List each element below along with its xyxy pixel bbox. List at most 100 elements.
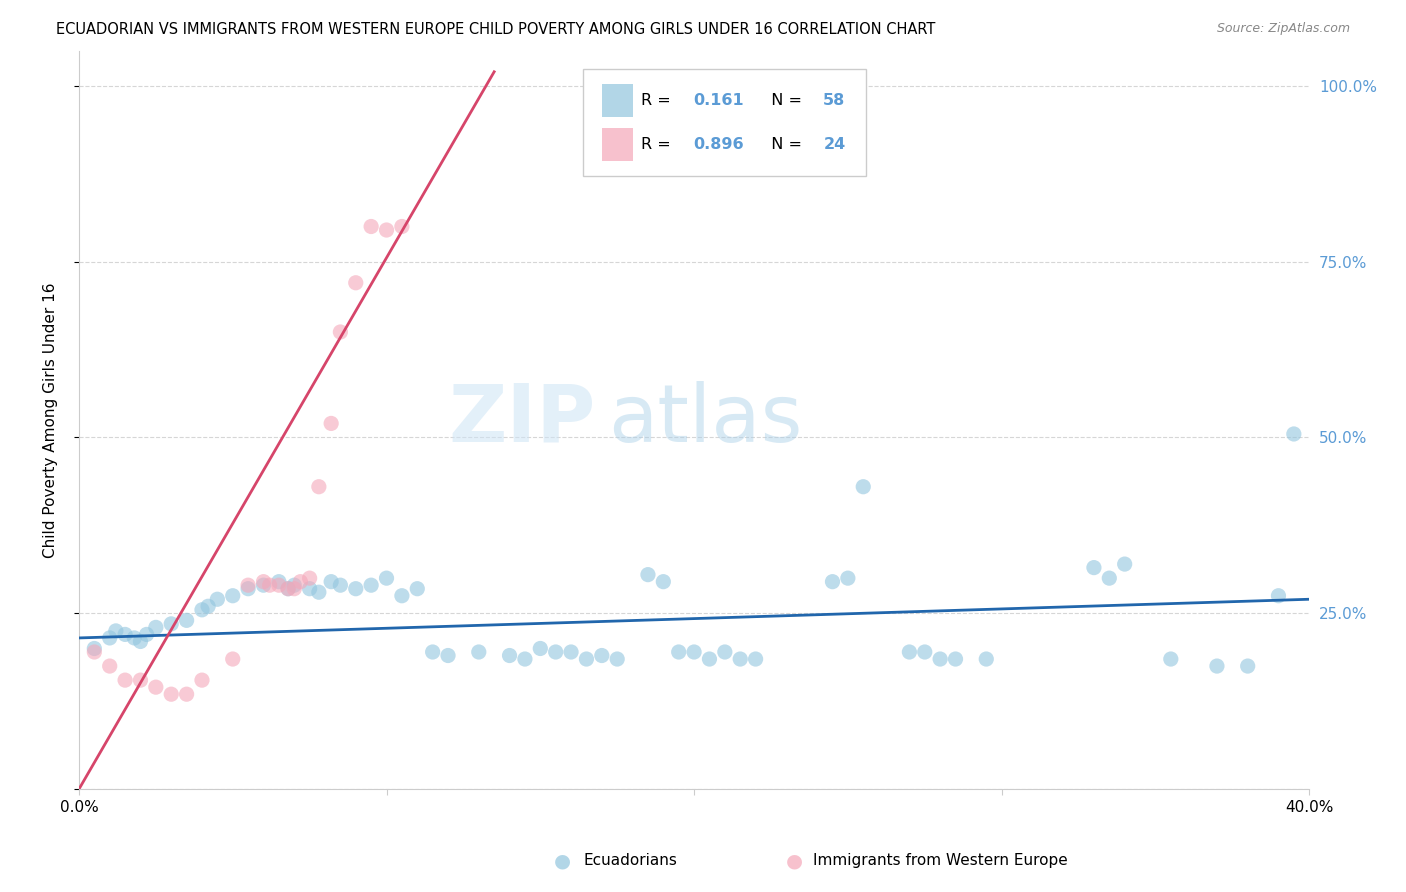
- Text: 0.161: 0.161: [693, 94, 744, 108]
- Point: [821, 574, 844, 589]
- Point: [1267, 589, 1289, 603]
- Text: N =: N =: [761, 137, 807, 153]
- Point: [391, 589, 413, 603]
- FancyBboxPatch shape: [602, 128, 633, 161]
- Point: [145, 680, 167, 694]
- Point: [252, 574, 274, 589]
- Point: [591, 648, 613, 663]
- Point: [321, 417, 343, 431]
- Text: Immigrants from Western Europe: Immigrants from Western Europe: [813, 854, 1067, 868]
- Point: [1282, 427, 1305, 442]
- Point: [329, 578, 352, 592]
- Point: [197, 599, 219, 614]
- Point: [498, 648, 520, 663]
- Point: [191, 603, 214, 617]
- Text: R =: R =: [641, 94, 676, 108]
- Point: [98, 659, 121, 673]
- Point: [898, 645, 921, 659]
- Point: [160, 616, 183, 631]
- Text: N =: N =: [761, 94, 807, 108]
- Point: [104, 624, 127, 638]
- Point: [267, 578, 290, 592]
- Point: [945, 652, 967, 666]
- Point: [929, 652, 952, 666]
- Point: [83, 645, 105, 659]
- Point: [652, 574, 675, 589]
- Point: [375, 223, 398, 237]
- Point: [699, 652, 721, 666]
- Point: [283, 578, 305, 592]
- Point: [406, 582, 429, 596]
- Point: [437, 648, 460, 663]
- Point: [145, 620, 167, 634]
- Point: [129, 634, 152, 648]
- Text: ●: ●: [554, 851, 571, 871]
- Point: [267, 574, 290, 589]
- Point: [308, 585, 330, 599]
- Text: Source: ZipAtlas.com: Source: ZipAtlas.com: [1216, 22, 1350, 36]
- Point: [1114, 557, 1136, 571]
- Text: ECUADORIAN VS IMMIGRANTS FROM WESTERN EUROPE CHILD POVERTY AMONG GIRLS UNDER 16 : ECUADORIAN VS IMMIGRANTS FROM WESTERN EU…: [56, 22, 935, 37]
- Text: 0.896: 0.896: [693, 137, 744, 153]
- Point: [277, 582, 299, 596]
- Text: atlas: atlas: [607, 381, 803, 458]
- Point: [114, 673, 136, 687]
- Point: [135, 627, 157, 641]
- Point: [728, 652, 751, 666]
- Text: ZIP: ZIP: [449, 381, 596, 458]
- Point: [176, 613, 198, 627]
- Point: [837, 571, 859, 585]
- Point: [344, 582, 367, 596]
- Point: [852, 480, 875, 494]
- Point: [1236, 659, 1258, 673]
- Point: [308, 480, 330, 494]
- Point: [375, 571, 398, 585]
- Point: [637, 567, 659, 582]
- Point: [974, 652, 997, 666]
- Point: [298, 582, 321, 596]
- Point: [236, 578, 259, 592]
- Point: [176, 687, 198, 701]
- Point: [298, 571, 321, 585]
- FancyBboxPatch shape: [602, 84, 633, 118]
- Point: [222, 589, 245, 603]
- Point: [360, 219, 382, 234]
- Point: [160, 687, 183, 701]
- Point: [222, 652, 245, 666]
- Point: [529, 641, 551, 656]
- Point: [468, 645, 491, 659]
- Point: [191, 673, 214, 687]
- Point: [124, 631, 146, 645]
- Text: R =: R =: [641, 137, 676, 153]
- Text: 58: 58: [824, 94, 845, 108]
- Point: [129, 673, 152, 687]
- Point: [914, 645, 936, 659]
- Point: [422, 645, 444, 659]
- Text: ●: ●: [786, 851, 803, 871]
- Point: [114, 627, 136, 641]
- Point: [98, 631, 121, 645]
- Point: [329, 325, 352, 339]
- Point: [321, 574, 343, 589]
- Point: [744, 652, 766, 666]
- Point: [513, 652, 536, 666]
- Point: [391, 219, 413, 234]
- Point: [560, 645, 582, 659]
- Point: [252, 578, 274, 592]
- Point: [1098, 571, 1121, 585]
- Point: [1160, 652, 1182, 666]
- Point: [1083, 560, 1105, 574]
- Point: [575, 652, 598, 666]
- Point: [544, 645, 567, 659]
- Point: [259, 578, 281, 592]
- Text: 24: 24: [824, 137, 845, 153]
- Point: [714, 645, 737, 659]
- Point: [344, 276, 367, 290]
- Point: [277, 582, 299, 596]
- Point: [83, 641, 105, 656]
- Point: [207, 592, 229, 607]
- Point: [290, 574, 312, 589]
- Point: [360, 578, 382, 592]
- Text: Ecuadorians: Ecuadorians: [583, 854, 678, 868]
- Y-axis label: Child Poverty Among Girls Under 16: Child Poverty Among Girls Under 16: [44, 282, 58, 558]
